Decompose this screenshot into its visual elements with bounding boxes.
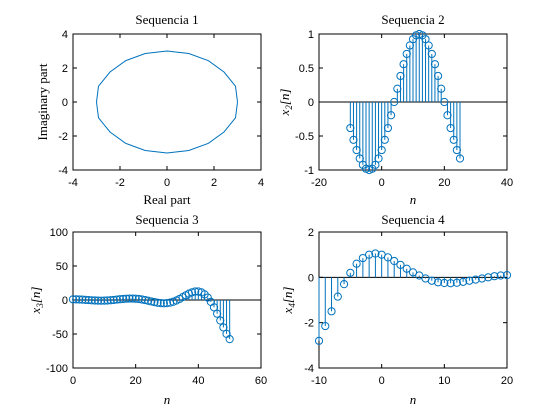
subplot-2-title: Sequencia 2 [381,12,444,27]
x-tick-label: 40 [501,177,513,189]
subplot-2-xlabel: n [410,192,417,207]
x-tick-label: 0 [164,177,170,189]
x-tick-label: 20 [501,375,513,387]
subplot-1-ylabel: Imaginary part [35,63,50,140]
x-tick-label: 40 [192,375,204,387]
x-tick-label: 20 [130,375,142,387]
subplot-3-ylabel: x3[n] [28,287,45,315]
y-tick-label: 0 [62,295,68,307]
x-tick-label: 20 [438,177,450,189]
x-tick-label: -20 [311,177,327,189]
x-tick-label: -2 [115,177,125,189]
y-tick-label: -4 [304,363,314,375]
y-tick-label: 0 [62,97,68,109]
subplot-3-title: Sequencia 3 [135,212,198,227]
y-tick-label: 4 [62,29,68,41]
subplot-3-xlabel: n [164,392,171,407]
x-tick-label: 2 [211,177,217,189]
y-tick-label: 100 [50,227,68,239]
x-tick-label: 0 [379,375,385,387]
y-tick-label: -50 [52,329,68,341]
y-tick-label: -4 [58,165,68,177]
x-tick-label: -10 [311,375,327,387]
y-tick-label: -1 [304,165,314,177]
y-tick-label: 0 [308,272,314,284]
y-tick-label: -0.5 [295,131,314,143]
x-tick-label: 10 [438,375,450,387]
y-tick-label: 2 [62,63,68,75]
subplot-4-xlabel: n [410,392,417,407]
subplot-4-ylabel: x4[n] [280,287,297,315]
subplot-1-xlabel: Real part [143,192,191,207]
x-tick-label: 0 [70,375,76,387]
x-tick-label: -4 [68,177,78,189]
y-tick-label: 0.5 [299,63,314,75]
y-tick-label: -2 [58,131,68,143]
y-tick-label: -2 [304,318,314,330]
x-tick-label: 4 [258,177,264,189]
y-tick-label: 2 [308,227,314,239]
subplot-1-title: Sequencia 1 [135,12,198,27]
y-tick-label: 0 [308,97,314,109]
x-tick-label: 60 [255,375,267,387]
subplot-4-title: Sequencia 4 [381,212,445,227]
x-tick-label: 0 [379,177,385,189]
y-tick-label: 1 [308,29,314,41]
subplot-2-ylabel: x2[n] [277,89,294,117]
y-tick-label: 50 [56,261,68,273]
y-tick-label: -100 [46,363,68,375]
